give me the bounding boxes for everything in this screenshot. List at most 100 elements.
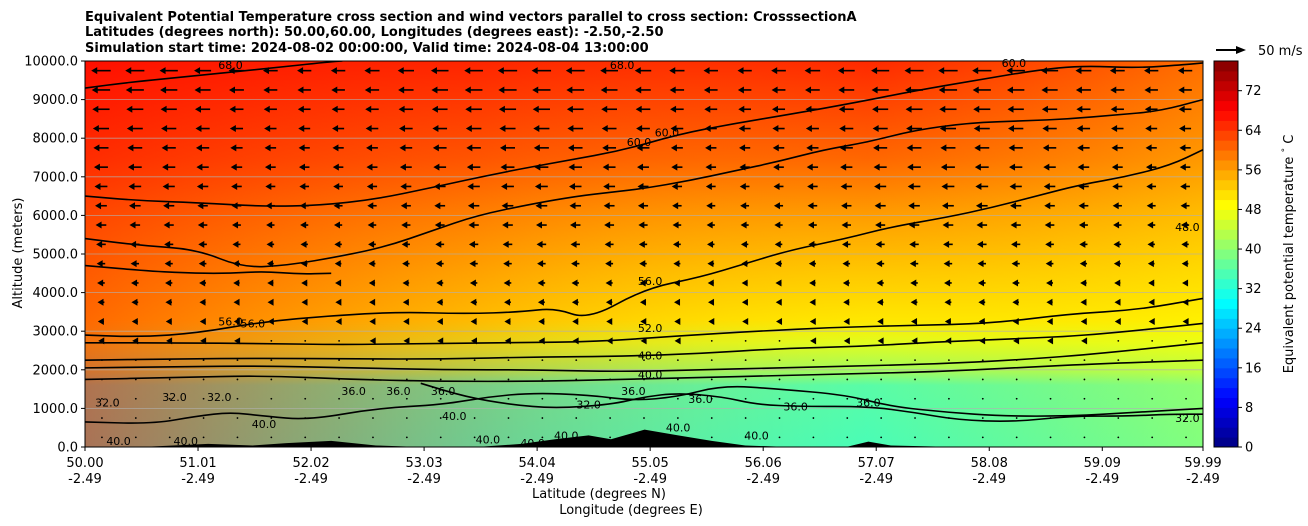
wind-vector <box>806 163 819 171</box>
wind-vector <box>566 105 584 113</box>
wind-vector <box>841 202 852 210</box>
wind-vector-head <box>264 144 271 152</box>
wind-vector <box>972 86 991 94</box>
wind-vector <box>267 298 274 306</box>
wind-vector-head <box>97 279 104 287</box>
wind-vector <box>301 318 308 326</box>
wind-vector-head <box>233 298 240 306</box>
wind-vector <box>635 86 651 94</box>
wind-vector <box>1077 163 1090 171</box>
wind-vector-head <box>433 163 440 171</box>
contour-label: 36.0 <box>431 385 456 398</box>
wind-vector-head <box>1111 163 1118 171</box>
wind-vector <box>1083 359 1086 362</box>
wind-vector <box>134 436 137 439</box>
colorbar-band <box>1214 199 1238 210</box>
wind-vector <box>497 67 518 75</box>
wind-vector <box>1075 86 1091 94</box>
wind-vector-head <box>708 318 715 326</box>
wind-vector-head <box>773 202 780 210</box>
wind-vector <box>1010 221 1021 229</box>
wind-vector <box>161 125 177 133</box>
wind-vector-head <box>942 221 949 229</box>
wind-vector <box>402 279 410 287</box>
wind-vector-head <box>604 221 611 229</box>
wind-vector-head <box>674 318 681 326</box>
wind-vector <box>571 260 580 268</box>
wind-vector <box>468 240 479 248</box>
wind-vector-head <box>498 86 505 94</box>
wind-vector-head <box>1080 318 1087 326</box>
wind-vector-head <box>707 240 714 248</box>
wind-vector <box>738 105 751 113</box>
wind-vector <box>977 240 987 248</box>
x-tick-label-lon: -2.49 <box>746 472 780 487</box>
wind-vector-head <box>739 182 746 190</box>
wind-vector <box>938 67 958 75</box>
wind-vector <box>498 86 517 94</box>
wind-vector-head <box>637 202 644 210</box>
wind-vector <box>1006 86 1025 94</box>
wind-vector <box>1077 144 1090 152</box>
wind-vector <box>199 298 206 306</box>
wind-vector-head <box>1046 318 1053 326</box>
wind-vector <box>974 163 989 171</box>
wind-vector <box>195 144 210 152</box>
wind-vector-head <box>871 86 878 94</box>
wind-vector <box>871 67 890 75</box>
wind-vector <box>840 163 853 171</box>
colorbar-bands <box>1214 61 1238 448</box>
wind-vector <box>740 221 749 229</box>
contour-line-40 <box>85 322 1203 361</box>
wind-vector-head <box>706 202 713 210</box>
colorbar-band <box>1214 258 1238 270</box>
wind-vector-head <box>911 318 918 326</box>
wind-vector <box>233 298 240 306</box>
wind-vector-head <box>229 125 236 133</box>
wind-vector-head <box>875 221 882 229</box>
wind-vector-head <box>737 67 744 75</box>
wind-vector-head <box>1182 318 1189 326</box>
wind-vector-head <box>1145 125 1152 133</box>
colorbar-tick-label: 32 <box>1245 282 1262 297</box>
wind-vector <box>126 105 144 113</box>
wind-vector <box>165 279 173 287</box>
contour-label: 36.0 <box>621 385 646 398</box>
wind-vector <box>398 86 414 94</box>
wind-vector-head <box>199 318 206 326</box>
wind-vector <box>1117 378 1120 381</box>
wind-vector <box>532 105 550 113</box>
wind-vector <box>196 163 209 171</box>
wind-vector <box>1178 86 1192 94</box>
wind-vector <box>97 279 105 287</box>
contour-label: 56.0 <box>241 317 266 330</box>
wind-vector-head <box>1046 279 1053 287</box>
wind-vector-head <box>1109 67 1116 75</box>
wind-vector-head <box>1009 163 1016 171</box>
x-tick-label-lat: 53.03 <box>405 456 442 471</box>
wind-vector <box>1151 417 1154 419</box>
wind-vector <box>977 260 987 268</box>
wind-vector <box>710 359 713 362</box>
wind-vector <box>1081 337 1088 345</box>
wind-vector-head <box>1148 279 1155 287</box>
wind-vector <box>366 182 378 190</box>
wind-vector <box>405 417 408 419</box>
wind-vector <box>368 260 376 268</box>
wind-vector <box>1185 339 1187 342</box>
wind-vector <box>907 163 921 171</box>
contour-label: 40.0 <box>173 435 198 448</box>
wind-vector-head <box>806 163 813 171</box>
wind-vector <box>236 417 239 419</box>
wind-vector-head <box>1144 86 1151 94</box>
wind-vector <box>842 260 851 268</box>
terrain <box>85 429 1203 447</box>
colorbar-frame <box>1213 60 1239 448</box>
wind-vector-head <box>501 182 508 190</box>
wind-vector <box>1151 339 1154 342</box>
wind-vector-head <box>839 125 846 133</box>
contour-label: 32.0 <box>162 391 187 404</box>
wind-vector-head <box>638 240 645 248</box>
wind-vector-head <box>538 318 545 326</box>
wind-vector-head <box>602 144 609 152</box>
